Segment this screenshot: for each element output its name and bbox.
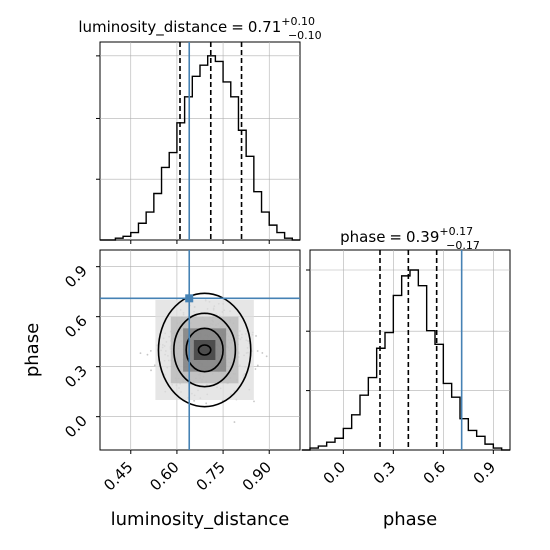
scatter-point (261, 352, 264, 354)
x-axis-label-phase: phase (383, 509, 437, 530)
phase-marginal-xtick-label-3: 0.9 (470, 458, 500, 488)
contour-level-2 (185, 327, 224, 373)
phase-marginal-histogram-step (301, 269, 510, 451)
data-marks (100, 42, 510, 451)
luminosity-title-value: 0.71 (248, 18, 281, 36)
scatter-point (153, 364, 156, 367)
scatter-point (149, 350, 152, 352)
joint-ytick-label-0: 0.0 (61, 412, 91, 442)
joint-xtick-label-2: 0.75 (193, 458, 229, 494)
phase-title-param: phase (340, 228, 385, 246)
scatter-point (193, 399, 196, 402)
luminosity-marginal-histogram-step (100, 55, 300, 241)
contour-level-1 (197, 344, 212, 356)
scatter-point (254, 368, 257, 370)
luminosity-title-eq: = (231, 18, 244, 36)
phase-title-minus: −0.17 (446, 239, 480, 252)
luminosity-title: luminosity_distance = 0.71+0.10 −0.10 (78, 15, 321, 42)
joint-ytick-label-3: 0.9 (61, 262, 91, 292)
luminosity-title-param: luminosity_distance (78, 18, 227, 37)
scatter-point (139, 352, 142, 355)
scatter-point (256, 364, 259, 367)
joint-ytick-label-1: 0.3 (61, 362, 91, 392)
luminosity-title-plus: +0.10 (281, 15, 315, 28)
phase-marginal-xtick-label-1: 0.3 (370, 458, 400, 488)
phase-title-value: 0.39 (406, 228, 439, 246)
density-block-3 (193, 340, 216, 360)
scatter-point (265, 355, 268, 358)
scatter-point (205, 402, 208, 405)
contour-level-3 (173, 312, 237, 388)
panel-joint-frame (99, 249, 301, 451)
luminosity-title-minus: −0.10 (288, 29, 322, 42)
scatter-point (233, 421, 236, 423)
joint-xtick-label-0: 0.45 (100, 458, 136, 494)
scatter-point (256, 350, 259, 352)
phase-title: phase = 0.39+0.17 −0.17 (340, 225, 480, 252)
phase-title-eq: = (389, 228, 402, 246)
scatter-point (255, 335, 257, 337)
phase-marginal-xtick-label-2: 0.6 (420, 458, 450, 488)
joint-xtick-label-1: 0.60 (146, 458, 182, 494)
joint-ytick-label-2: 0.6 (61, 312, 91, 342)
phase-marginal-xtick-label-0: 0.0 (320, 458, 350, 488)
y-axis-label-phase: phase (22, 323, 43, 377)
phase-title-plus: +0.17 (439, 225, 473, 238)
x-axis-label-luminosity: luminosity_distance (111, 509, 290, 530)
scatter-point (253, 400, 255, 403)
scatter-point (150, 369, 152, 372)
panel-phase-marginal-frame (309, 249, 511, 451)
panel-luminosity-marginal-frame (99, 41, 301, 241)
contour-level-4 (157, 292, 252, 408)
grid-lines (100, 42, 510, 450)
scatter-point (146, 353, 149, 356)
axes: 0.45 0.60 0.75 0.90 0.0 0.3 0.6 0.9 0.0 0.3 0.6 0.9 (61, 55, 500, 494)
joint-truth-marker (185, 294, 194, 303)
joint-xtick-label-3: 0.90 (239, 458, 275, 494)
